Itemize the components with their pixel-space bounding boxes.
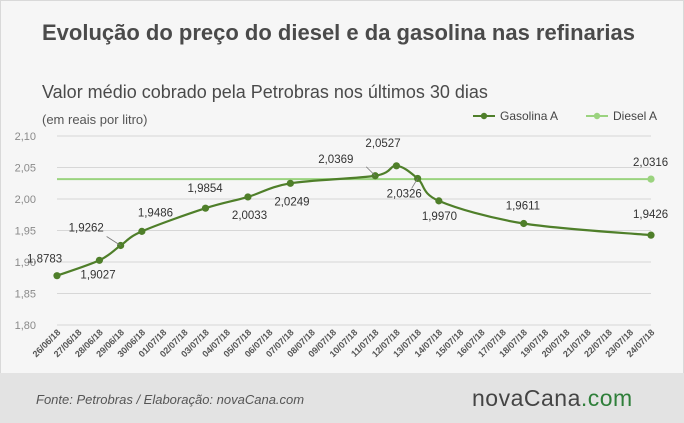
legend-marker-diesel — [593, 112, 601, 120]
gasolina-point — [647, 231, 655, 239]
gasolina-point — [286, 179, 294, 187]
gasolina-point — [520, 219, 528, 228]
chart-subtitle: Valor médio cobrado pela Petrobras nos ú… — [42, 82, 488, 102]
label-leader — [365, 166, 376, 177]
gasolina-point — [244, 193, 252, 201]
y-tick-label: 2,00 — [15, 194, 36, 206]
label-leader — [411, 178, 418, 189]
legend-label-diesel: Diesel A — [613, 109, 657, 123]
y-tick-label: 1,85 — [15, 289, 36, 301]
gasolina-point — [95, 256, 104, 264]
data-label-gasolina: 2,0369 — [318, 154, 353, 166]
y-tick-label: 1,95 — [15, 226, 36, 238]
gasolina-point — [392, 162, 401, 170]
chart-title: Evolução do preço do diesel e da gasolin… — [42, 20, 635, 45]
data-label-gasolina: 2,0326 — [387, 188, 422, 200]
brand-logo: novaCana.com — [472, 385, 633, 412]
data-label-gasolina: 2,0249 — [274, 196, 309, 208]
data-label-gasolina: 2,0527 — [365, 138, 400, 150]
data-label-gasolina: 1,9486 — [138, 207, 173, 219]
data-label-gasolina: 1,9970 — [422, 211, 457, 223]
y-tick-label: 2,05 — [15, 163, 36, 175]
gasolina-point — [138, 227, 146, 235]
gasolina-point — [53, 272, 61, 280]
data-label-diesel: 2,0316 — [633, 157, 668, 169]
y-tick-label: 1,90 — [15, 257, 36, 269]
legend-label-gasolina: Gasolina A — [500, 109, 558, 123]
y-tick-label: 2,10 — [15, 131, 36, 143]
gasolina-point — [435, 197, 443, 205]
diesel-point — [647, 175, 655, 183]
data-label-gasolina: 1,9262 — [69, 222, 104, 234]
y-tick-label: 1,80 — [15, 320, 36, 332]
gasolina-point — [201, 204, 210, 212]
line-chart: 1,801,851,901,952,002,052,1026/06/1827/0… — [15, 109, 669, 359]
legend-marker-gasolina — [480, 112, 488, 120]
label-leader — [106, 236, 121, 246]
brand-domain: .com — [580, 385, 633, 411]
footer-bar — [0, 373, 684, 423]
data-label-gasolina: 2,0033 — [232, 210, 267, 222]
data-label-gasolina: 1,8783 — [27, 254, 62, 266]
data-label-gasolina: 1,9854 — [188, 183, 224, 195]
unit-label: (em reais por litro) — [42, 112, 148, 127]
source-note: Fonte: Petrobras / Elaboração: novaCana.… — [36, 392, 305, 407]
brand-name: novaCana — [472, 385, 581, 411]
series-line-gasolina — [56, 164, 652, 277]
data-label-gasolina: 1,9611 — [506, 201, 540, 213]
data-label-gasolina: 1,9027 — [80, 269, 115, 281]
data-label-gasolina: 1,9426 — [633, 209, 668, 221]
